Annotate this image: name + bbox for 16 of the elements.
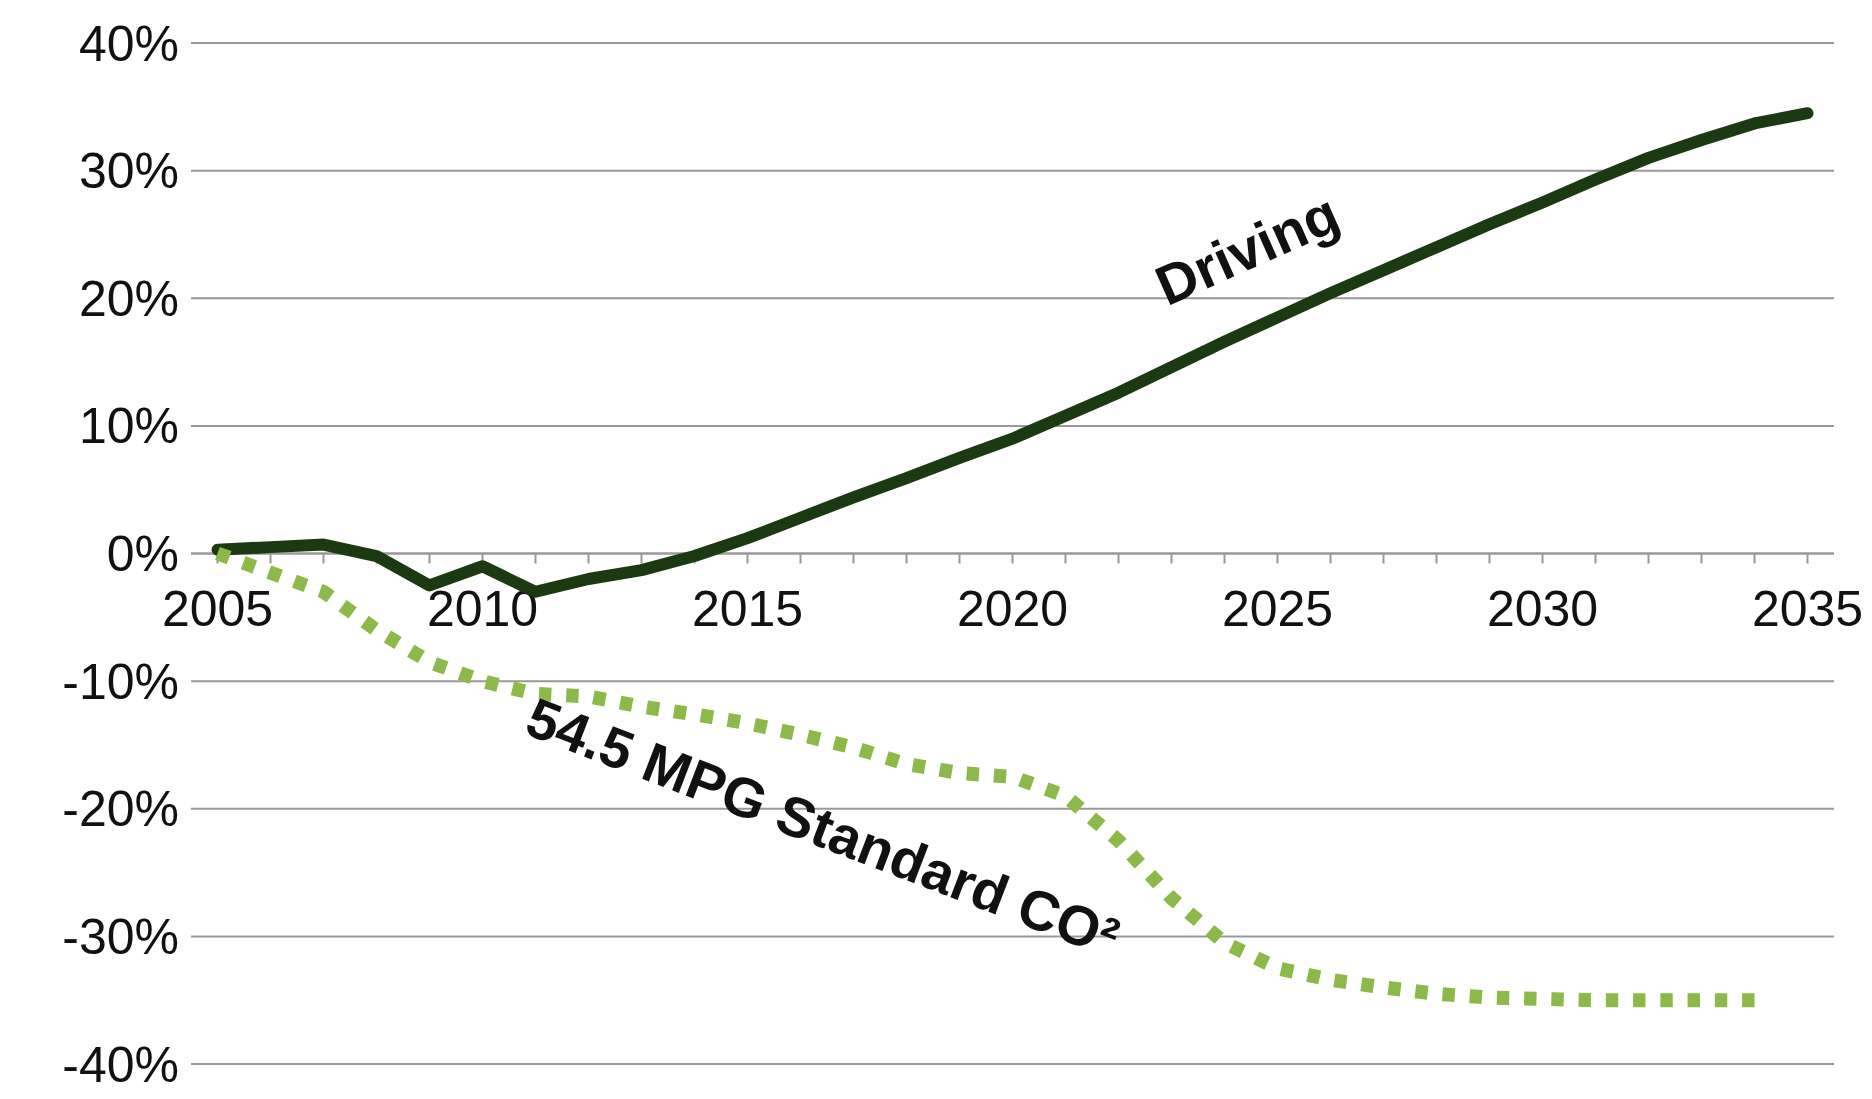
y-tick-label: 40% xyxy=(78,15,179,72)
y-tick-label: 0% xyxy=(106,526,179,582)
x-tick-label: 2010 xyxy=(426,580,539,637)
y-tick-label: -20% xyxy=(62,781,179,838)
y-tick-label: -30% xyxy=(62,908,179,965)
y-tick-label: -40% xyxy=(62,1036,179,1093)
y-tick-label: 30% xyxy=(78,143,179,200)
y-tick-label: 10% xyxy=(78,398,179,455)
x-tick-label: 2020 xyxy=(956,580,1069,637)
x-tick-label: 2035 xyxy=(1751,580,1864,637)
y-tick-label: -10% xyxy=(62,653,179,710)
x-tick-label: 2015 xyxy=(691,580,804,637)
x-tick-label: 2030 xyxy=(1486,580,1599,637)
x-tick-label: 2025 xyxy=(1221,580,1334,637)
y-tick-label: 20% xyxy=(78,270,179,327)
x-tick-label: 2005 xyxy=(161,580,274,637)
